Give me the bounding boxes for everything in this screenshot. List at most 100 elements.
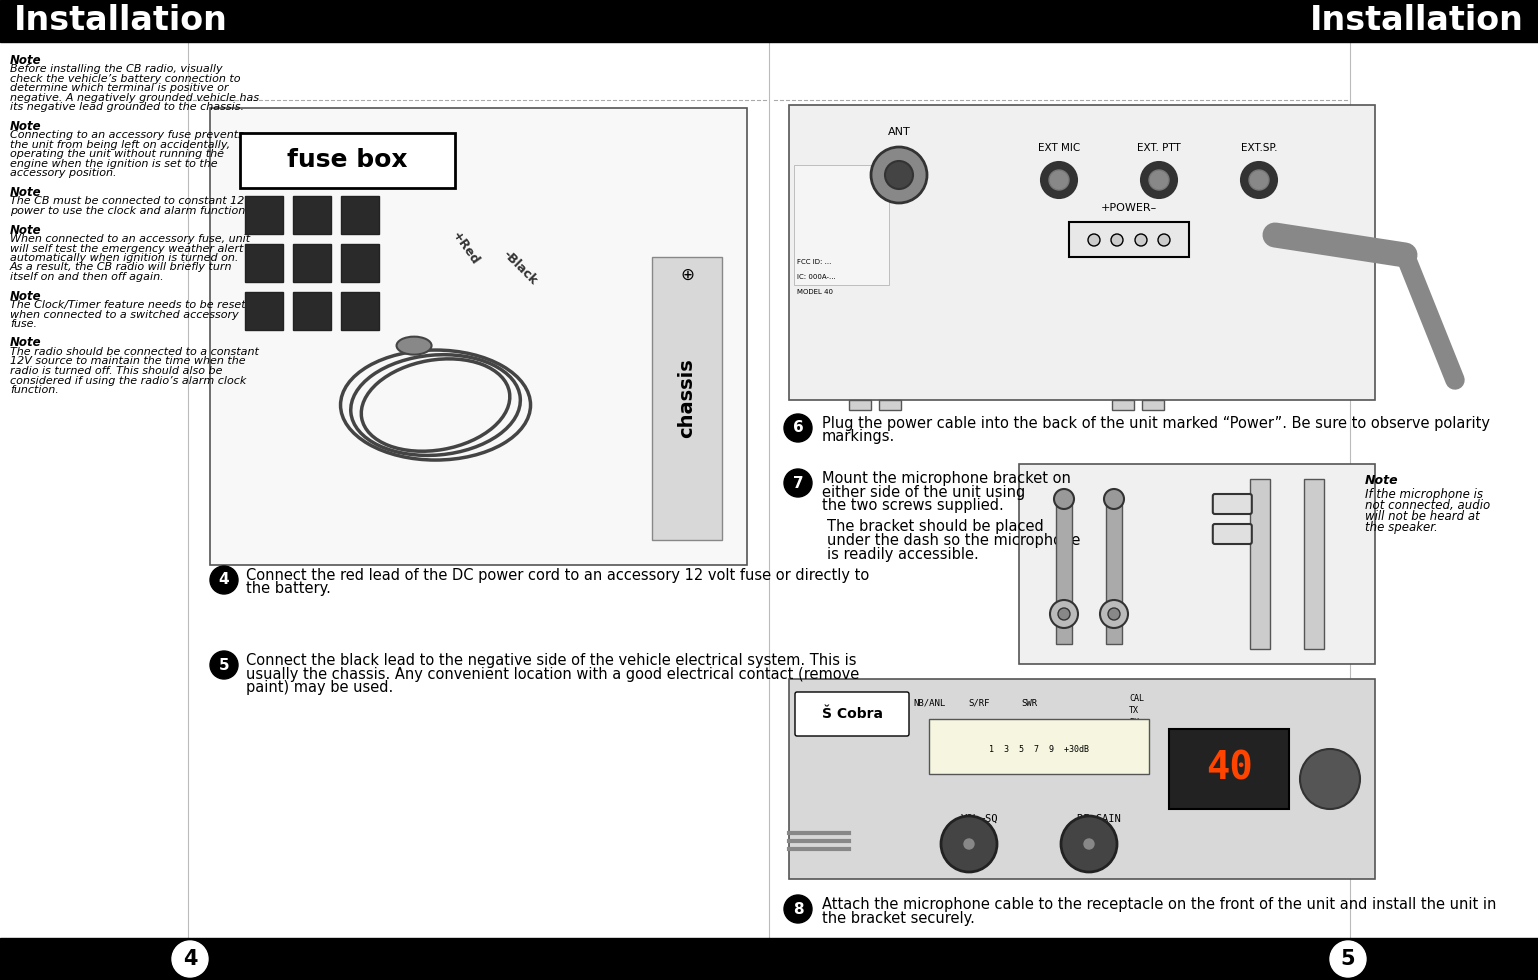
Text: 40: 40 — [1206, 750, 1252, 788]
Text: either side of the unit using: either side of the unit using — [821, 484, 1026, 500]
Text: power to use the clock and alarm functions.: power to use the clock and alarm functio… — [11, 206, 254, 216]
Text: its negative lead grounded to the chassis.: its negative lead grounded to the chassi… — [11, 103, 245, 113]
Text: 8: 8 — [792, 902, 803, 916]
Text: Installation: Installation — [14, 5, 228, 37]
Text: Note: Note — [11, 120, 42, 133]
Ellipse shape — [397, 337, 432, 355]
Text: 6: 6 — [792, 420, 803, 435]
Text: FCC ID: ...: FCC ID: ... — [797, 259, 832, 265]
Text: determine which terminal is positive or: determine which terminal is positive or — [11, 83, 229, 93]
Text: -Black: -Black — [500, 248, 540, 288]
Text: If the microphone is: If the microphone is — [1366, 488, 1483, 501]
Circle shape — [784, 895, 812, 923]
Text: ⊕: ⊕ — [680, 266, 694, 283]
Text: IC: 000A-...: IC: 000A-... — [797, 274, 835, 280]
Text: VOL─SQ: VOL─SQ — [960, 814, 998, 824]
Text: 4: 4 — [218, 572, 229, 587]
Circle shape — [172, 941, 208, 977]
Bar — [294, 244, 331, 282]
Bar — [652, 257, 721, 540]
Text: Installation: Installation — [1310, 5, 1524, 37]
Bar — [1112, 400, 1134, 410]
Text: Š Cobra: Š Cobra — [821, 707, 883, 721]
Text: automatically when ignition is turned on.: automatically when ignition is turned on… — [11, 253, 238, 263]
Text: SWR: SWR — [1021, 699, 1037, 708]
Circle shape — [1050, 600, 1078, 628]
Text: The CB must be connected to constant 12V: The CB must be connected to constant 12V — [11, 197, 252, 207]
Circle shape — [941, 816, 997, 872]
Text: usually the chassis. Any convenient location with a good electrical contact (rem: usually the chassis. Any convenient loca… — [246, 666, 860, 681]
Circle shape — [1058, 608, 1070, 620]
Bar — [794, 165, 889, 285]
Text: Note: Note — [11, 54, 42, 67]
Text: Connecting to an accessory fuse prevents: Connecting to an accessory fuse prevents — [11, 130, 245, 140]
Text: NB/ANL: NB/ANL — [914, 699, 946, 708]
Circle shape — [1158, 234, 1170, 246]
Bar — [1304, 479, 1324, 649]
Circle shape — [964, 839, 974, 849]
Text: the unit from being left on accidentally,: the unit from being left on accidentally… — [11, 140, 231, 150]
Text: the speaker.: the speaker. — [1366, 521, 1438, 534]
Bar — [929, 719, 1149, 774]
Text: +Red: +Red — [449, 229, 481, 268]
Bar — [294, 292, 331, 330]
Text: Connect the black lead to the negative side of the vehicle electrical system. Th: Connect the black lead to the negative s… — [246, 653, 857, 668]
Text: the battery.: the battery. — [246, 581, 331, 597]
Bar — [341, 292, 378, 330]
Text: Note: Note — [11, 289, 42, 303]
Text: when connected to a switched accessory: when connected to a switched accessory — [11, 310, 238, 319]
Text: the two screws supplied.: the two screws supplied. — [821, 498, 1004, 513]
Circle shape — [784, 469, 812, 497]
Bar — [1069, 222, 1189, 257]
Text: will not be heard at: will not be heard at — [1366, 510, 1480, 523]
Text: chassis: chassis — [678, 359, 697, 438]
Text: is readily accessible.: is readily accessible. — [827, 547, 978, 562]
Text: engine when the ignition is set to the: engine when the ignition is set to the — [11, 159, 217, 169]
Bar — [341, 244, 378, 282]
Text: EXT. PTT: EXT. PTT — [1137, 143, 1181, 153]
Circle shape — [884, 161, 914, 189]
Text: 12V source to maintain the time when the: 12V source to maintain the time when the — [11, 357, 246, 367]
Text: Note: Note — [11, 186, 42, 199]
Bar — [240, 133, 455, 188]
Text: Attach the microphone cable to the receptacle on the front of the unit and insta: Attach the microphone cable to the recep… — [821, 897, 1496, 912]
Bar — [0, 0, 1538, 42]
Circle shape — [1330, 941, 1366, 977]
Text: Mount the microphone bracket on: Mount the microphone bracket on — [821, 471, 1070, 486]
Circle shape — [784, 414, 812, 442]
Circle shape — [871, 147, 927, 203]
Circle shape — [1084, 839, 1094, 849]
Text: considered if using the radio’s alarm clock: considered if using the radio’s alarm cl… — [11, 375, 246, 385]
FancyBboxPatch shape — [1213, 494, 1252, 514]
Circle shape — [1041, 162, 1077, 198]
Circle shape — [1054, 489, 1074, 509]
Text: 5: 5 — [218, 658, 229, 672]
Text: The Clock/Timer feature needs to be reset: The Clock/Timer feature needs to be rese… — [11, 300, 246, 310]
Bar — [294, 196, 331, 234]
Text: 7: 7 — [792, 475, 803, 491]
Circle shape — [1135, 234, 1147, 246]
Circle shape — [1107, 608, 1120, 620]
Text: fuse.: fuse. — [11, 319, 37, 329]
Text: +POWER–: +POWER– — [1101, 203, 1157, 213]
Text: accessory position.: accessory position. — [11, 169, 117, 178]
Text: Note: Note — [11, 336, 42, 350]
Text: The bracket should be placed: The bracket should be placed — [827, 519, 1044, 534]
Text: Connect the red lead of the DC power cord to an accessory 12 volt fuse or direct: Connect the red lead of the DC power cor… — [246, 568, 869, 583]
Circle shape — [1100, 600, 1127, 628]
Circle shape — [1061, 816, 1117, 872]
Bar — [245, 244, 283, 282]
Text: itself on and then off again.: itself on and then off again. — [11, 272, 163, 282]
Circle shape — [211, 566, 238, 594]
Circle shape — [1104, 489, 1124, 509]
Text: When connected to an accessory fuse, unit: When connected to an accessory fuse, uni… — [11, 234, 251, 244]
Text: The radio should be connected to a constant: The radio should be connected to a const… — [11, 347, 258, 357]
Bar — [211, 108, 747, 565]
Text: not connected, audio: not connected, audio — [1366, 499, 1490, 512]
Text: the bracket securely.: the bracket securely. — [821, 910, 975, 925]
Bar — [789, 105, 1375, 400]
Circle shape — [1241, 162, 1277, 198]
Bar — [1057, 499, 1072, 644]
Bar — [849, 400, 871, 410]
Bar — [1169, 729, 1289, 809]
